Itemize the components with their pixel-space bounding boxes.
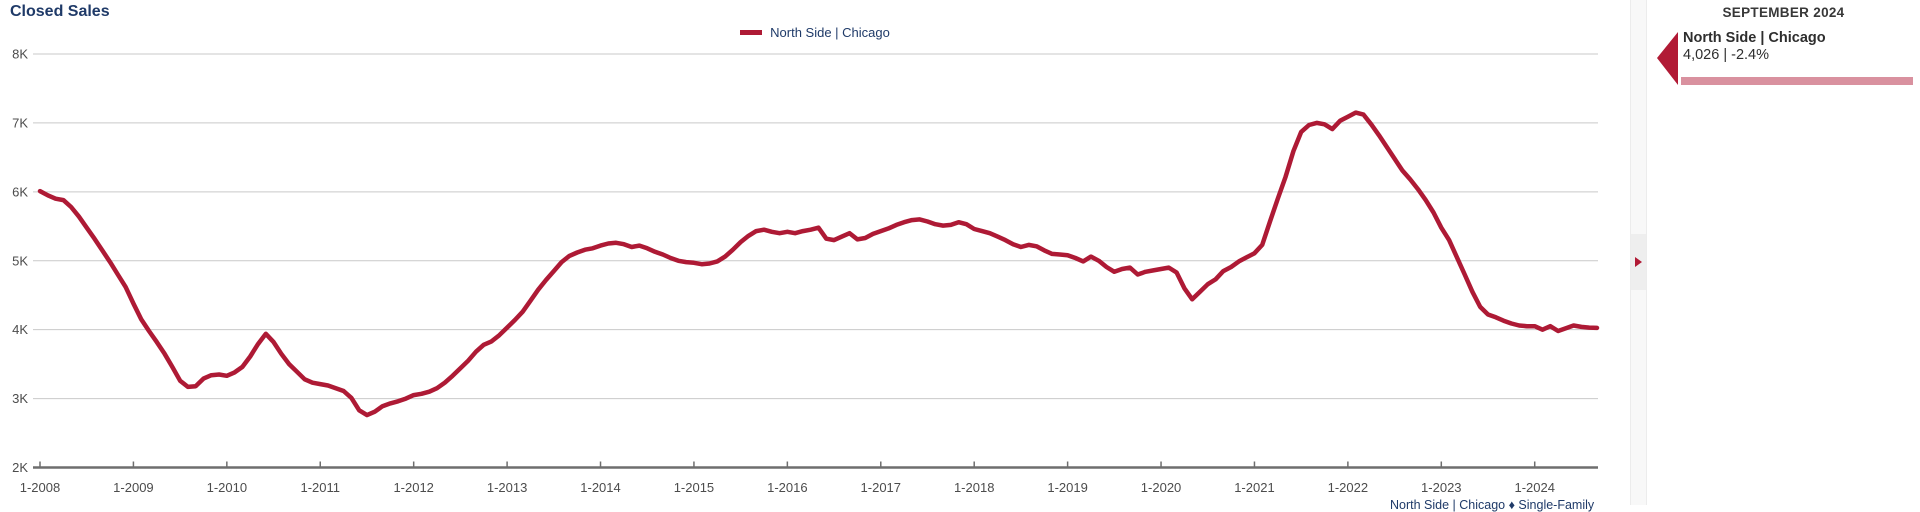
x-tick-label: 1-2024 [1514,480,1554,495]
x-tick-label: 1-2018 [954,480,994,495]
x-tick-label: 1-2017 [861,480,901,495]
y-tick-label: 7K [12,115,28,130]
x-tick-label: 1-2020 [1141,480,1181,495]
y-tick-label: 3K [12,391,28,406]
y-tick-label: 8K [12,47,28,62]
x-tick-label: 1-2008 [20,480,60,495]
x-tick-label: 1-2009 [113,480,153,495]
stats-sidebar: SEPTEMBER 2024 North Side | Chicago 4,02… [1647,0,1920,505]
y-tick-label: 5K [12,253,28,268]
x-tick-label: 1-2023 [1421,480,1461,495]
sidebar-month-header: SEPTEMBER 2024 [1722,5,1845,20]
x-tick-label: 1-2021 [1234,480,1274,495]
y-tick-label: 4K [12,322,28,337]
expand-right-icon[interactable] [1635,257,1642,267]
x-tick-label: 1-2019 [1047,480,1087,495]
x-tick-label: 1-2011 [301,480,341,495]
y-tick-label: 6K [12,184,28,199]
x-tick-label: 1-2013 [487,480,527,495]
chart-legend: North Side | Chicago [0,25,1630,40]
x-tick-label: 1-2016 [767,480,807,495]
y-tick-label: 2K [12,460,28,475]
left-triangle-icon [1657,32,1678,85]
entry-accent-bar [1681,77,1913,85]
x-tick-label: 1-2010 [207,480,247,495]
legend-series-swatch [740,30,763,35]
chart-footer-caption: North Side | Chicago ♦ Single-Family [1390,498,1595,512]
splitter-handle[interactable] [1631,234,1646,290]
closed-sales-line-chart: 8K 7K 6K 5K 4K 3K 2K 1-2008 1-2009 1-2010 1-2011 1-… [12,47,1600,495]
x-tick-label: 1-2015 [674,480,714,495]
page-title: Closed Sales [10,3,110,20]
sidebar-series-entry[interactable]: North Side | Chicago 4,026 | -2.4% [1647,30,1920,90]
entry-value-line: 4,026 | -2.4% [1683,47,1769,63]
entry-series-name: North Side | Chicago [1683,30,1826,46]
series-line [37,110,1600,418]
legend-series-label[interactable]: North Side | Chicago [770,25,890,40]
chart-panel: Closed Sales North Side | Chicago 8K 7K 6K… [0,3,1630,512]
x-tick-label: 1-2012 [393,480,433,495]
x-tick-label: 1-2022 [1328,480,1368,495]
panel-splitter[interactable] [1630,0,1647,505]
x-tick-label: 1-2014 [580,480,620,495]
